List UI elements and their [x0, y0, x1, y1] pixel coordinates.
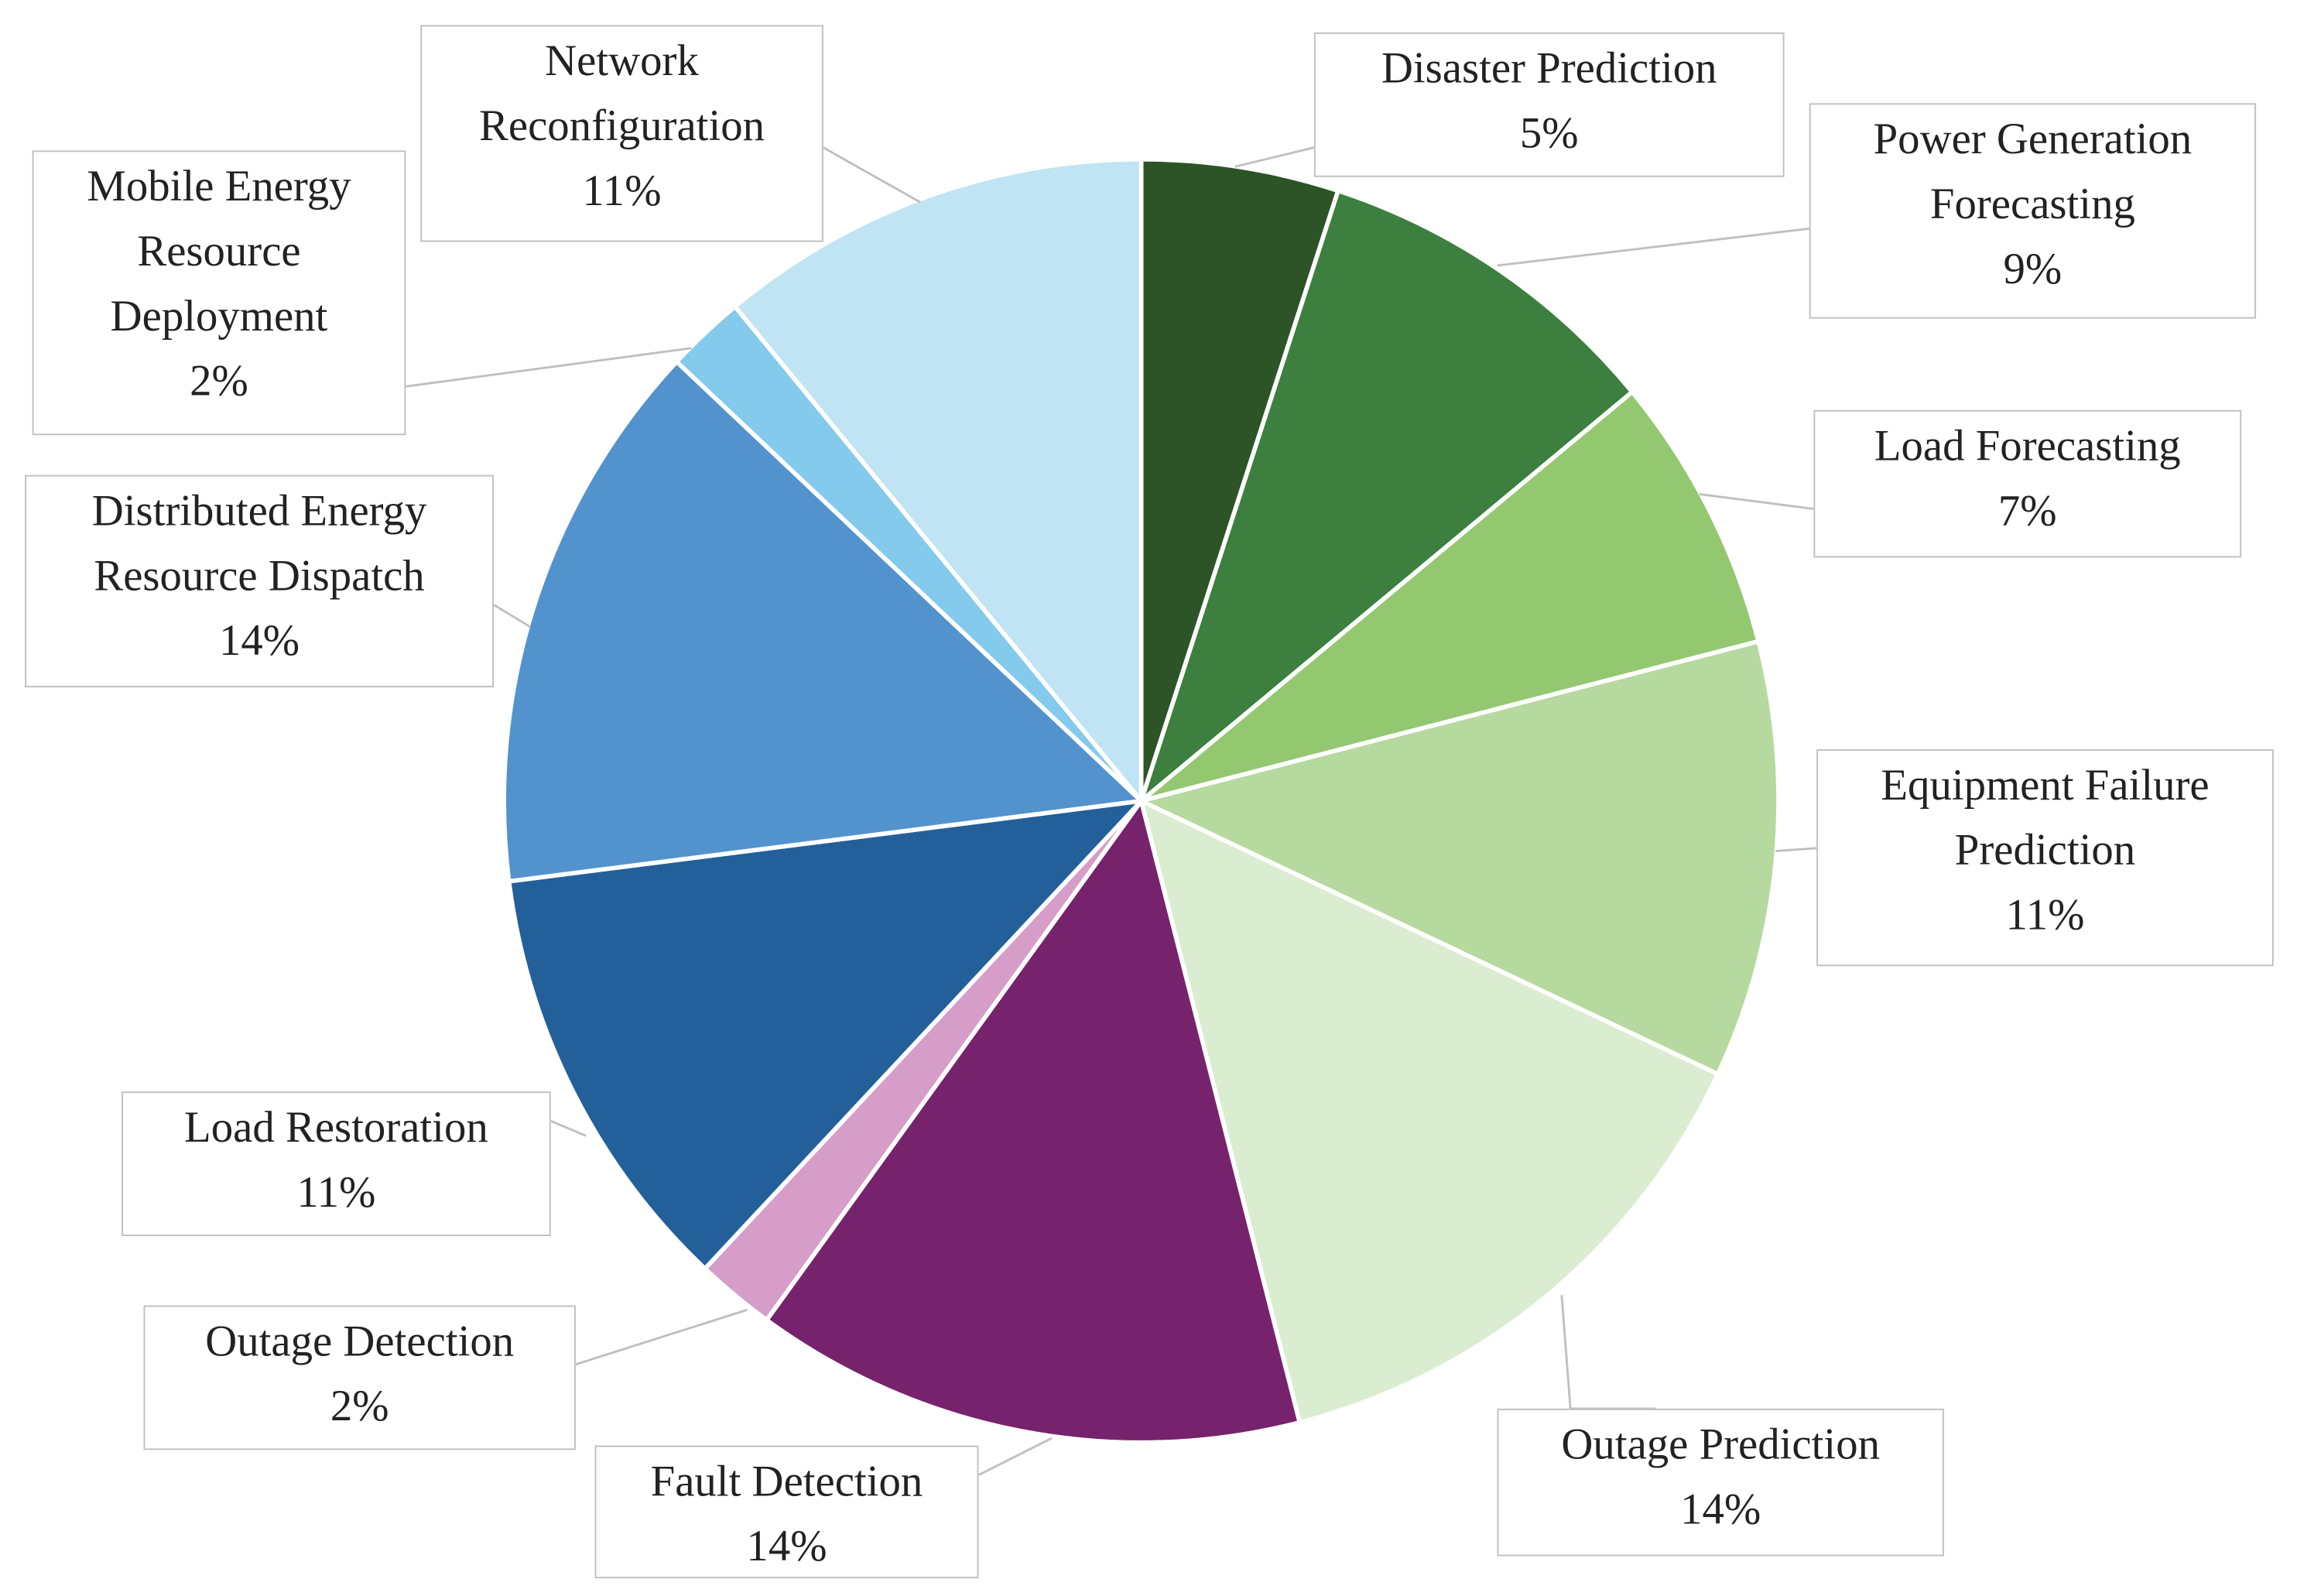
category-label: Disaster Prediction — [1381, 44, 1717, 94]
value-label: 11% — [2005, 891, 2085, 940]
leader-line — [575, 1308, 748, 1366]
leader-line — [823, 146, 921, 204]
leader-line — [1775, 847, 1817, 853]
category-label: Equipment Failure Prediction — [1881, 761, 2210, 875]
category-label: Mobile Energy Resource Deployment — [87, 162, 351, 341]
category-label: Fault Detection — [650, 1457, 923, 1506]
value-label: 14% — [1680, 1485, 1761, 1534]
leader-line — [1234, 146, 1315, 168]
pie-slice — [506, 797, 1148, 1272]
data-label: Disaster Prediction 5% — [1313, 32, 1785, 177]
category-label: Load Forecasting — [1874, 422, 2181, 471]
data-label: Fault Detection 14% — [594, 1445, 979, 1579]
data-label: Distributed Energy Resource Dispatch 14% — [25, 474, 494, 688]
data-label: Power Generation Forecasting 9% — [1809, 103, 2257, 319]
category-label: Outage Detection — [205, 1317, 515, 1366]
pie-slice — [1135, 639, 1781, 1077]
pie-slice — [1136, 187, 1636, 808]
category-label: Outage Prediction — [1561, 1420, 1881, 1470]
data-label: Load Forecasting 7% — [1813, 409, 2242, 558]
leader-line — [977, 1437, 1053, 1476]
value-label: 14% — [218, 616, 300, 666]
data-label: Load Restoration 11% — [122, 1091, 551, 1236]
data-label: Mobile Energy Resource Deployment 2% — [32, 150, 406, 436]
pie-slice — [1139, 389, 1761, 803]
leader-line — [1497, 227, 1809, 267]
data-label: Equipment Failure Prediction 11% — [1816, 749, 2274, 967]
leader-line — [406, 347, 692, 388]
value-label: 2% — [330, 1382, 389, 1431]
leader-line — [493, 604, 531, 628]
data-label: Outage Detection 2% — [143, 1305, 576, 1450]
value-label: 7% — [1997, 486, 2057, 536]
pie-slice — [763, 796, 1303, 1445]
value-label: 11% — [582, 166, 662, 216]
pie-slice — [1138, 796, 1721, 1426]
category-label: Power Generation Forecasting — [1873, 115, 2193, 229]
value-label: 14% — [746, 1522, 827, 1571]
leader-line — [550, 1120, 587, 1137]
pie-slice — [1138, 156, 1341, 802]
value-label: 11% — [296, 1168, 376, 1218]
value-label: 2% — [190, 357, 248, 406]
data-label: Outage Prediction 14% — [1497, 1408, 1944, 1557]
value-label: 9% — [2003, 245, 2063, 294]
pie-slice — [502, 358, 1146, 884]
category-label: Network Reconfiguration — [479, 36, 765, 151]
data-label: Network Reconfiguration 11% — [420, 25, 823, 242]
category-label: Distributed Energy Resource Dispatch — [91, 486, 427, 601]
leader-line — [1699, 492, 1814, 510]
leader-line — [1560, 1295, 1655, 1410]
pie-slice — [731, 156, 1144, 807]
category-label: Load Restoration — [184, 1103, 488, 1152]
value-label: 5% — [1519, 109, 1579, 158]
